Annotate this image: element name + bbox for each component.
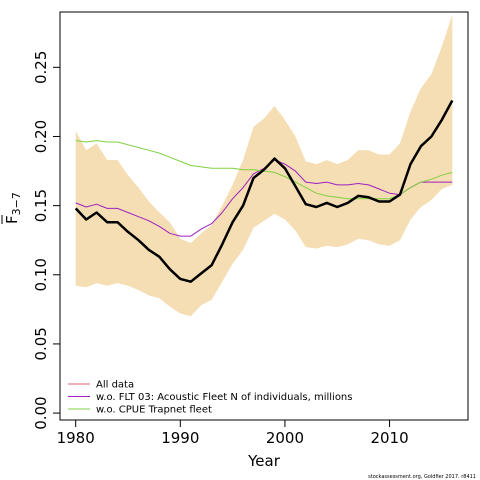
x-axis: 1980 1990 2000 2010 (57, 419, 409, 447)
y-tick-label: 0.15 (32, 189, 50, 222)
confidence-band (75, 14, 453, 317)
footer-credit: stockassessment.org, Goldfier 2017. r841… (368, 474, 476, 480)
y-axis-title-main: F (3, 215, 21, 224)
x-axis-title: Year (247, 452, 281, 470)
x-tick-label: 2000 (266, 429, 304, 447)
x-tick-label: 2010 (370, 429, 408, 447)
y-axis: 0.00 0.05 0.10 0.15 0.20 0.25 (32, 51, 61, 430)
y-tick-label: 0.25 (32, 51, 50, 84)
y-tick-label: 0.05 (32, 327, 50, 360)
legend-label: w.o. CPUE Trapnet fleet (96, 405, 212, 416)
y-axis-title-subscript: 3−7 (10, 192, 23, 215)
x-tick-label: 1980 (57, 429, 95, 447)
y-tick-label: 0.20 (32, 120, 50, 153)
confidence-band-layer (75, 14, 453, 317)
y-axis-title: F3−7 (1, 192, 23, 224)
series-line-all-data (74, 99, 454, 283)
legend-label: w.o. FLT 03: Acoustic Fleet N of individ… (96, 392, 352, 403)
series-layer (74, 99, 454, 283)
svg-text:F3−7: F3−7 (3, 192, 23, 224)
y-tick-label: 0.10 (32, 258, 50, 291)
y-tick-label: 0.00 (32, 396, 50, 429)
legend-label: All data (96, 380, 134, 391)
x-tick-label: 1990 (161, 429, 199, 447)
